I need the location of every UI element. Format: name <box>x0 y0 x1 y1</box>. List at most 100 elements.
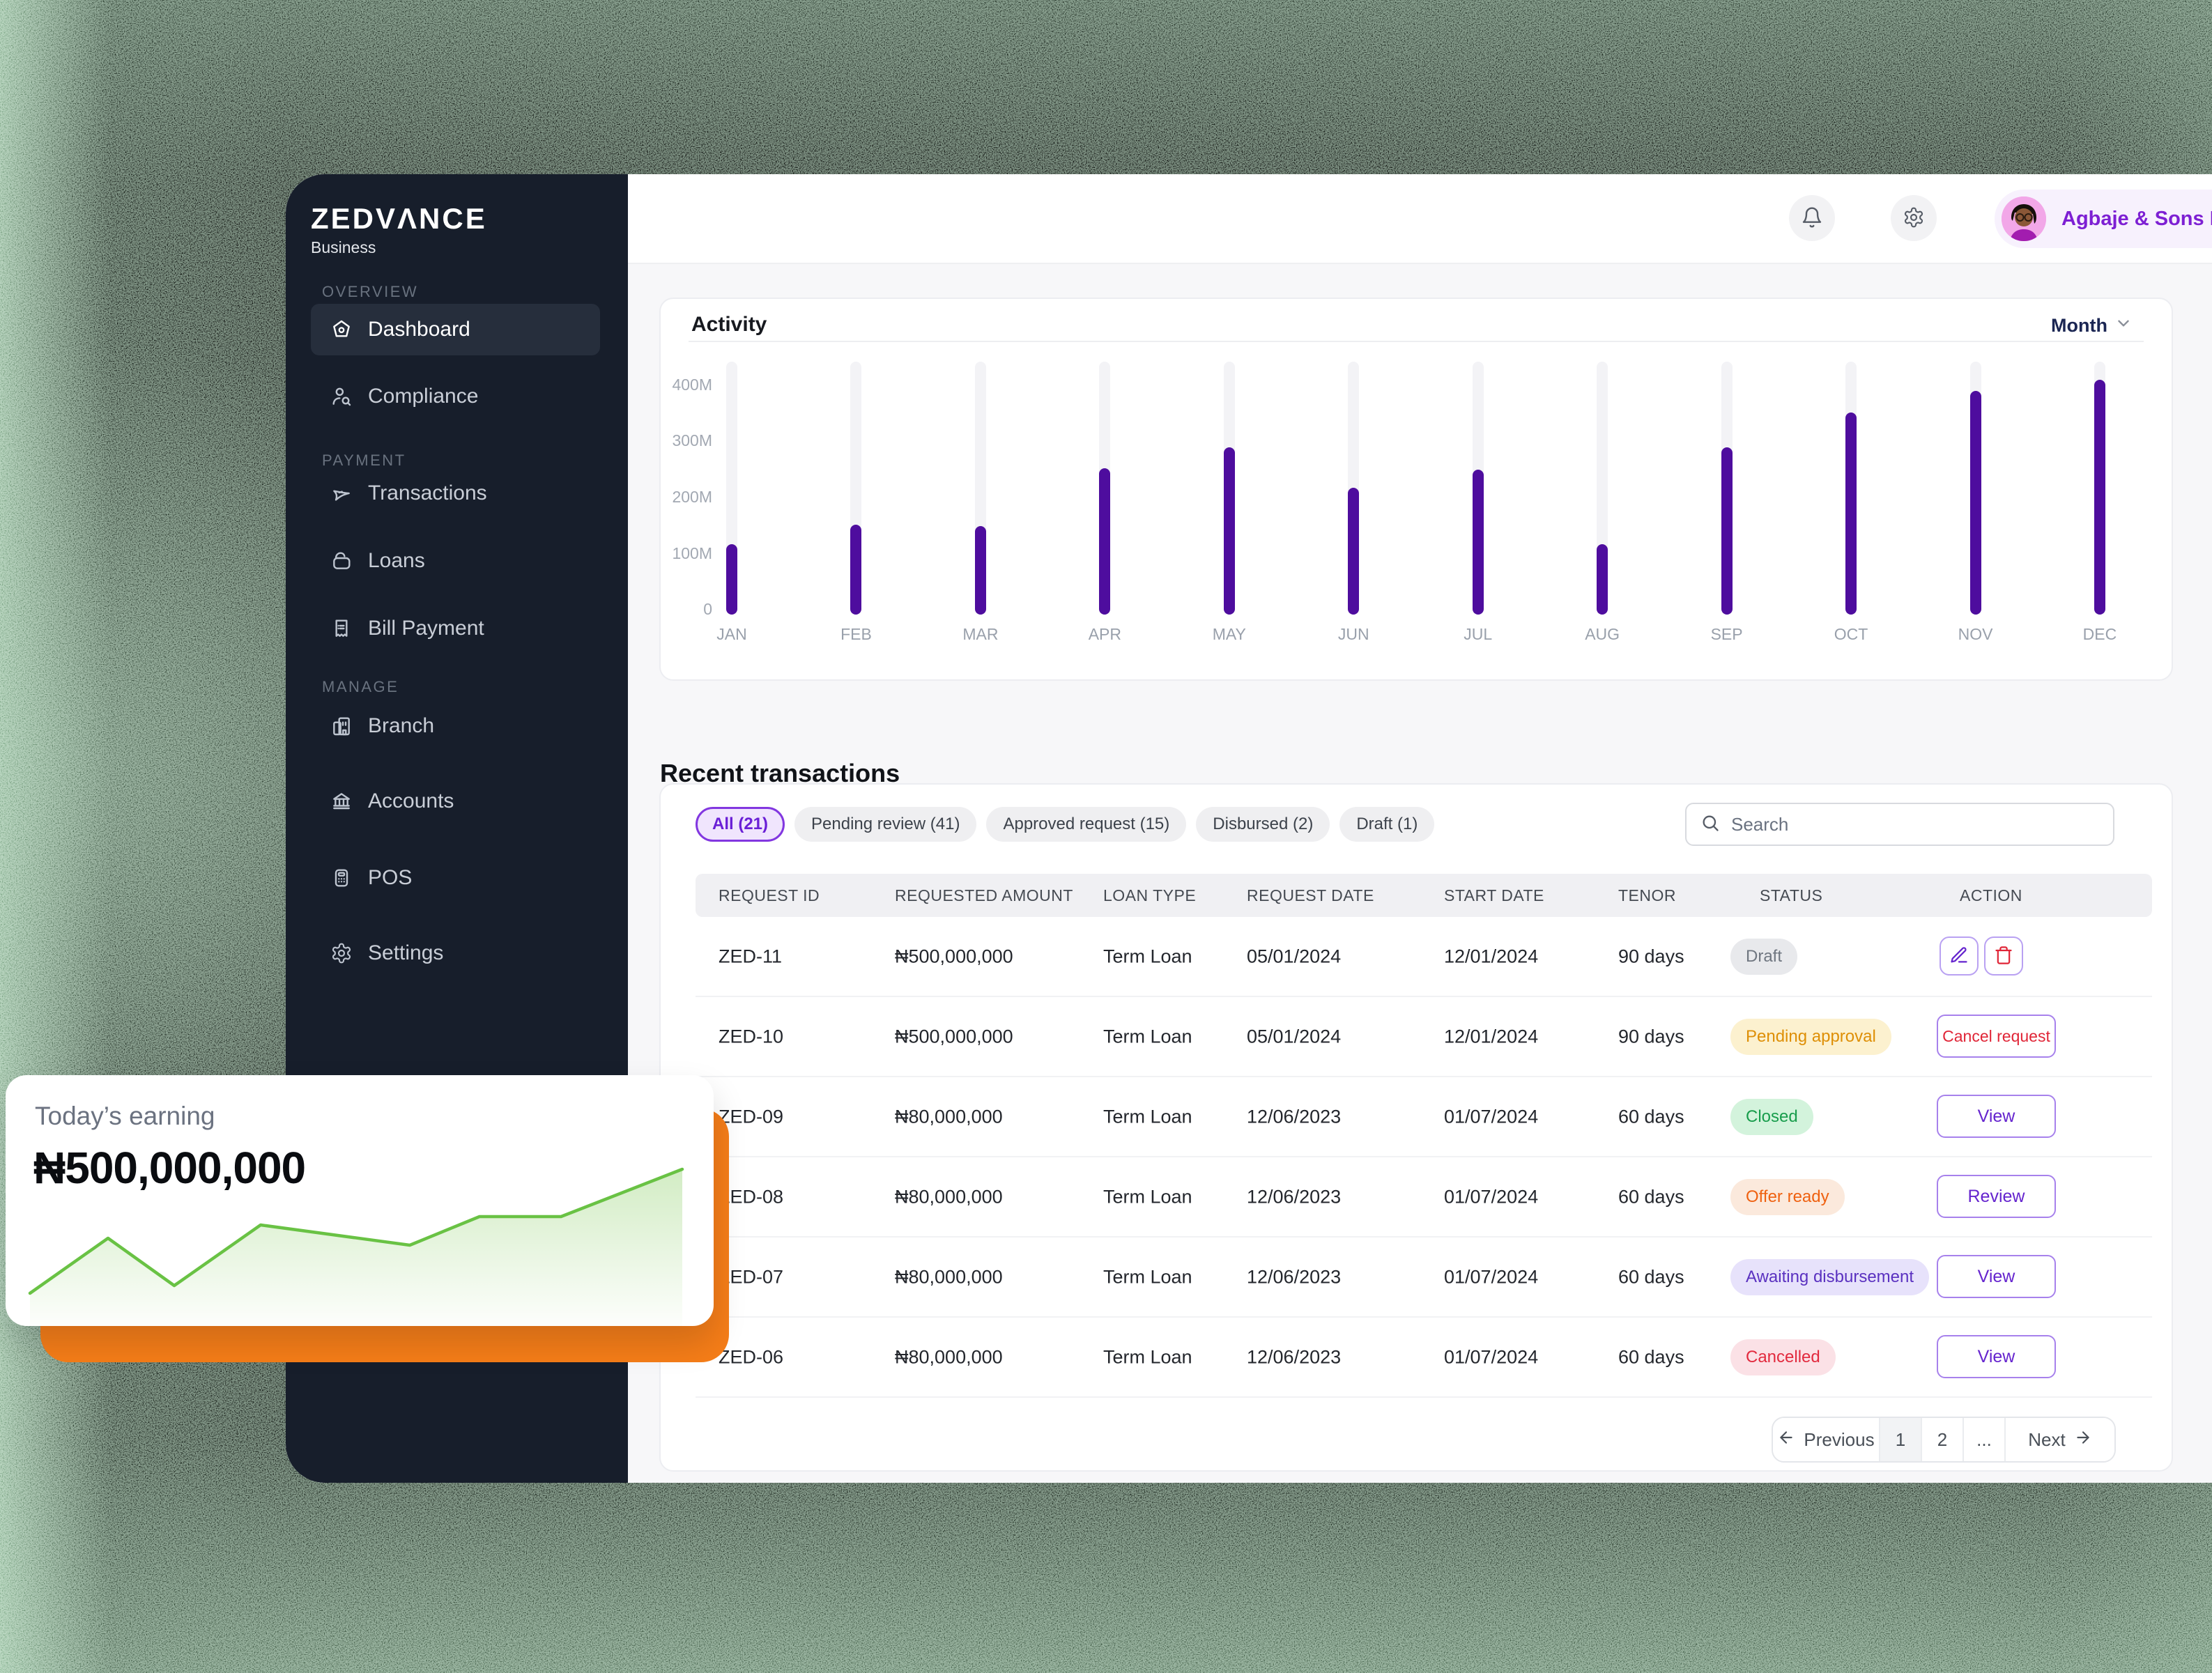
avatar <box>2002 196 2046 241</box>
account-menu[interactable]: Agbaje & Sons Limited <box>1995 190 2212 248</box>
sidebar-item-transactions[interactable]: Transactions <box>311 468 600 519</box>
cell-tenor: 90 days <box>1618 946 1684 966</box>
arrow-left-icon <box>1777 1428 1795 1451</box>
cell-request-id: ZED-10 <box>719 1026 784 1047</box>
filter-chip-approved-request[interactable]: Approved request (15) <box>986 807 1187 842</box>
period-value: Month <box>2051 315 2107 336</box>
content: Activity Month 400M 300M 200M 100M 0 <box>628 264 2212 1483</box>
pos-terminal-icon <box>330 867 353 889</box>
delete-button[interactable] <box>1984 936 2023 976</box>
sidebar-item-loans[interactable]: Loans <box>311 535 600 587</box>
divider <box>689 341 2144 342</box>
cell-start-date: 01/07/2024 <box>1444 1266 1539 1287</box>
x-axis-label: MAY <box>1212 625 1246 643</box>
sidebar-item-accounts[interactable]: Accounts <box>311 776 600 827</box>
activity-bar-column: JUN <box>1305 299 1402 679</box>
previous-page-button[interactable]: Previous <box>1773 1418 1880 1461</box>
cell-tenor: 60 days <box>1618 1106 1684 1127</box>
column-header: START DATE <box>1444 886 1544 904</box>
cell-amount: ₦80,000,000 <box>895 1266 1003 1287</box>
pencil-icon <box>1949 946 1969 967</box>
cell-loan-type: Term Loan <box>1103 1106 1192 1127</box>
edit-button[interactable] <box>1940 936 1979 976</box>
cell-start-date: 01/07/2024 <box>1444 1106 1539 1127</box>
sidebar-item-compliance[interactable]: Compliance <box>311 371 600 422</box>
sidebar-item-label: Accounts <box>368 789 454 812</box>
cell-tenor: 90 days <box>1618 1026 1684 1047</box>
x-axis-label: FEB <box>840 625 872 643</box>
recent-transactions-title: Recent transactions <box>660 758 900 787</box>
column-header: REQUESTED AMOUNT <box>895 886 1073 904</box>
sidebar-item-label: Settings <box>368 941 444 964</box>
search-input[interactable] <box>1730 812 2113 836</box>
activity-card: Activity Month 400M 300M 200M 100M 0 <box>659 298 2173 681</box>
receipt-icon <box>330 617 353 640</box>
filter-chip-disbursed[interactable]: Disbursed (2) <box>1196 807 1330 842</box>
next-page-button[interactable]: Next <box>2006 1418 2114 1461</box>
table-header: REQUEST ID REQUESTED AMOUNT LOAN TYPE RE… <box>696 874 2152 917</box>
period-dropdown[interactable]: Month <box>2051 314 2133 337</box>
cell-amount: ₦80,000,000 <box>895 1186 1003 1207</box>
activity-title: Activity <box>691 313 767 336</box>
x-axis-label: JUL <box>1464 625 1493 643</box>
earning-amount: ₦500,000,000 <box>33 1143 306 1193</box>
earning-title: Today’s earning <box>35 1102 215 1130</box>
sidebar-item-branch[interactable]: Branch <box>311 700 600 752</box>
previous-label: Previous <box>1804 1428 1875 1450</box>
activity-bar <box>1223 447 1235 615</box>
page-2-button[interactable]: 2 <box>1922 1418 1964 1461</box>
x-axis-label: OCT <box>1834 625 1868 643</box>
table-row: ZED-10 ₦500,000,000 Term Loan 05/01/2024… <box>696 997 2152 1077</box>
filter-chip-draft[interactable]: Draft (1) <box>1339 807 1435 842</box>
next-label: Next <box>2028 1428 2066 1450</box>
sidebar-item-dashboard[interactable]: Dashboard <box>311 304 600 355</box>
cell-tenor: 60 days <box>1618 1346 1684 1367</box>
sidebar-item-settings[interactable]: Settings <box>311 927 600 979</box>
filter-chip-all[interactable]: All (21) <box>696 807 785 842</box>
status-badge: Pending approval <box>1730 1018 1891 1055</box>
cell-request-id: ZED-11 <box>719 946 783 966</box>
cell-amount: ₦80,000,000 <box>895 1346 1003 1367</box>
view-button[interactable]: View <box>1937 1255 2056 1298</box>
cell-amount: ₦500,000,000 <box>895 1026 1013 1047</box>
activity-bar-column: SEP <box>1678 299 1776 679</box>
activity-bar <box>1845 412 1857 615</box>
y-axis-tick: 0 <box>703 600 712 618</box>
cancel-request-button[interactable]: Cancel request <box>1937 1015 2056 1058</box>
activity-bar-column: DEC <box>2051 299 2149 679</box>
x-axis-label: SEP <box>1710 625 1743 643</box>
filter-chip-pending-review[interactable]: Pending review (41) <box>794 807 977 842</box>
review-button[interactable]: Review <box>1937 1175 2056 1218</box>
earning-card: Today’s earning ₦500,000,000 <box>6 1075 714 1326</box>
user-search-icon <box>330 385 353 408</box>
cell-request-id: ZED-07 <box>719 1266 784 1287</box>
page-ellipsis-button[interactable]: ... <box>1964 1418 2006 1461</box>
sidebar-item-bill-payment[interactable]: Bill Payment <box>311 603 600 654</box>
brand-product: Business <box>311 238 376 256</box>
activity-bar-column: FEB <box>807 299 905 679</box>
activity-chart-area: 400M 300M 200M 100M 0 JAN FEB MAR APR MAY JUN… <box>661 299 2172 679</box>
cell-amount: ₦500,000,000 <box>895 946 1013 966</box>
cell-start-date: 01/07/2024 <box>1444 1186 1539 1207</box>
activity-bar <box>1472 469 1484 615</box>
cell-loan-type: Term Loan <box>1103 946 1192 966</box>
brand-logo: ZEDVΛNCE Business <box>311 202 487 257</box>
settings-button[interactable] <box>1891 195 1937 241</box>
notifications-button[interactable] <box>1789 195 1835 241</box>
activity-bar <box>1099 468 1111 615</box>
view-button[interactable]: View <box>1937 1095 2056 1138</box>
cell-request-id: ZED-08 <box>719 1186 784 1207</box>
view-button[interactable]: View <box>1937 1335 2056 1378</box>
sidebar-item-pos[interactable]: POS <box>311 852 600 904</box>
cell-request-id: ZED-06 <box>719 1346 784 1367</box>
search-box <box>1685 803 2114 846</box>
transactions-card: All (21) Pending review (41) Approved re… <box>659 783 2173 1472</box>
gear-icon <box>330 942 353 964</box>
page-1-button[interactable]: 1 <box>1880 1418 1922 1461</box>
cell-request-date: 05/01/2024 <box>1247 946 1342 966</box>
column-header: STATUS <box>1760 886 1823 904</box>
sidebar-item-label: Loans <box>368 549 425 572</box>
activity-bar-column: AUG <box>1553 299 1651 679</box>
activity-bar <box>974 525 986 615</box>
